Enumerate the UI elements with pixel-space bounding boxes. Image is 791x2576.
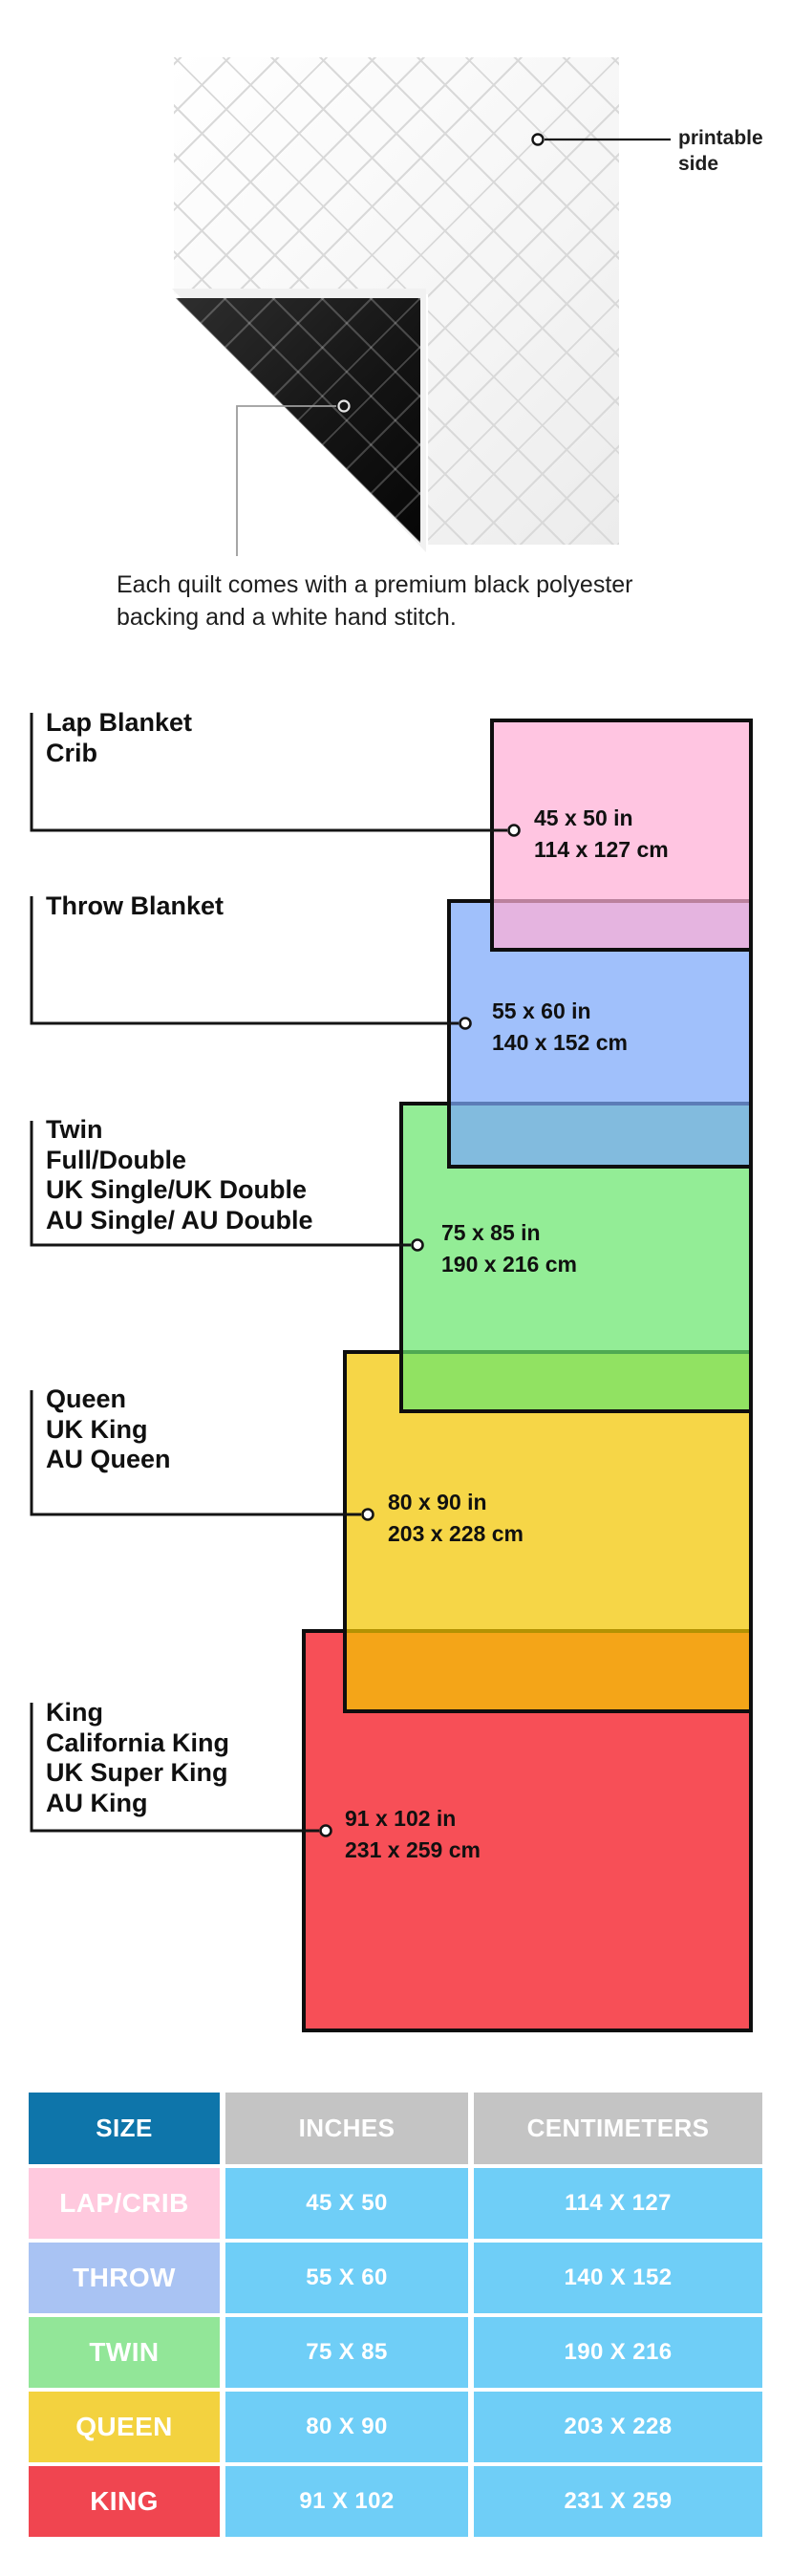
table-row-lap-cm: 114 X 127: [474, 2168, 762, 2239]
label-throw: Throw Blanket: [46, 891, 224, 922]
dims-queen-cm: 203 x 228 cm: [388, 1521, 524, 1546]
dims-queen: 80 x 90 in 203 x 228 cm: [388, 1487, 524, 1550]
label-twin-line: UK Single/UK Double: [46, 1175, 308, 1204]
table-row-throw-inches: 55 X 60: [225, 2243, 468, 2313]
dims-twin-inches: 75 x 85 in: [441, 1220, 541, 1245]
size-table: SIZE INCHES CENTIMETERS LAP/CRIB 45 X 50…: [29, 2093, 762, 2537]
dims-lap: 45 x 50 in 114 x 127 cm: [534, 803, 669, 866]
printable-side-label: printable side: [678, 125, 763, 177]
table-row-queen-inches: 80 X 90: [225, 2392, 468, 2462]
quilt-caption-line1: Each quilt comes with a premium black po…: [117, 571, 633, 598]
table-header-inches: INCHES: [225, 2093, 468, 2164]
table-row-lap-inches: 45 X 50: [225, 2168, 468, 2239]
label-lap-line: Crib: [46, 738, 97, 767]
dims-queen-inches: 80 x 90 in: [388, 1490, 487, 1514]
table-row-queen-cm: 203 X 228: [474, 2392, 762, 2462]
label-throw-line: Throw Blanket: [46, 891, 224, 920]
label-twin-line: AU Single/ AU Double: [46, 1205, 313, 1234]
label-king-line: AU King: [46, 1788, 148, 1817]
dims-king-inches: 91 x 102 in: [345, 1806, 457, 1831]
quilt-caption: Each quilt comes with a premium black po…: [117, 569, 633, 633]
dims-twin: 75 x 85 in 190 x 216 cm: [441, 1217, 577, 1280]
label-king: King California King UK Super King AU Ki…: [46, 1698, 229, 1818]
label-queen: Queen UK King AU Queen: [46, 1385, 171, 1475]
table-row-king-inches: 91 X 102: [225, 2466, 468, 2537]
table-row-king-cm: 231 X 259: [474, 2466, 762, 2537]
label-twin: Twin Full/Double UK Single/UK Double AU …: [46, 1115, 313, 1235]
table-row-twin-label: TWIN: [29, 2317, 220, 2388]
label-twin-line: Twin: [46, 1115, 103, 1144]
table-row-twin-inches: 75 X 85: [225, 2317, 468, 2388]
dims-king-cm: 231 x 259 cm: [345, 1837, 481, 1862]
dims-lap-cm: 114 x 127 cm: [534, 837, 669, 862]
quilt-caption-line2: backing and a white hand stitch.: [117, 604, 457, 631]
table-row-throw-label: THROW: [29, 2243, 220, 2313]
table-row-lap-label: LAP/CRIB: [29, 2168, 220, 2239]
dims-throw-cm: 140 x 152 cm: [492, 1030, 628, 1055]
label-queen-line: UK King: [46, 1414, 148, 1444]
quilt-black-backing-fold: [176, 298, 420, 543]
label-queen-line: Queen: [46, 1385, 127, 1413]
dims-throw-inches: 55 x 60 in: [492, 998, 591, 1023]
label-king-line: UK Super King: [46, 1758, 228, 1787]
blanket-rect-lap: [490, 719, 753, 952]
table-row-king-label: KING: [29, 2466, 220, 2537]
label-king-line: California King: [46, 1728, 230, 1757]
dims-lap-inches: 45 x 50 in: [534, 805, 633, 830]
table-header-size: SIZE: [29, 2093, 220, 2164]
printable-side-line2: side: [678, 153, 719, 175]
label-lap: Lap Blanket Crib: [46, 708, 192, 768]
dims-king: 91 x 102 in 231 x 259 cm: [345, 1803, 481, 1866]
label-king-line: King: [46, 1698, 103, 1727]
table-row-twin-cm: 190 X 216: [474, 2317, 762, 2388]
table-header-centimeters: CENTIMETERS: [474, 2093, 762, 2164]
table-row-queen-label: QUEEN: [29, 2392, 220, 2462]
label-queen-line: AU Queen: [46, 1445, 171, 1473]
dims-throw: 55 x 60 in 140 x 152 cm: [492, 996, 628, 1059]
label-twin-line: Full/Double: [46, 1145, 186, 1174]
printable-side-line1: printable: [678, 127, 763, 149]
table-row-throw-cm: 140 X 152: [474, 2243, 762, 2313]
dims-twin-cm: 190 x 216 cm: [441, 1252, 577, 1277]
label-lap-line: Lap Blanket: [46, 708, 193, 737]
